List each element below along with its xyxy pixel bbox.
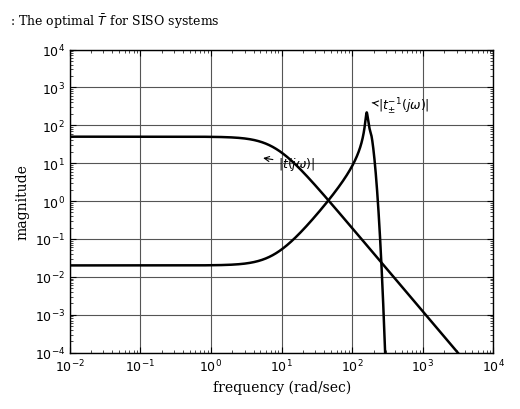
Text: $|t(j\omega)|$: $|t(j\omega)|$ <box>264 155 316 173</box>
Text: $|t^{-1}_{\pm}(j\omega)|$: $|t^{-1}_{\pm}(j\omega)|$ <box>372 97 430 117</box>
Text: : The optimal $\bar{T}$ for SISO systems: : The optimal $\bar{T}$ for SISO systems <box>10 12 220 31</box>
X-axis label: frequency (rad/sec): frequency (rad/sec) <box>213 380 351 394</box>
Y-axis label: magnitude: magnitude <box>15 164 29 239</box>
